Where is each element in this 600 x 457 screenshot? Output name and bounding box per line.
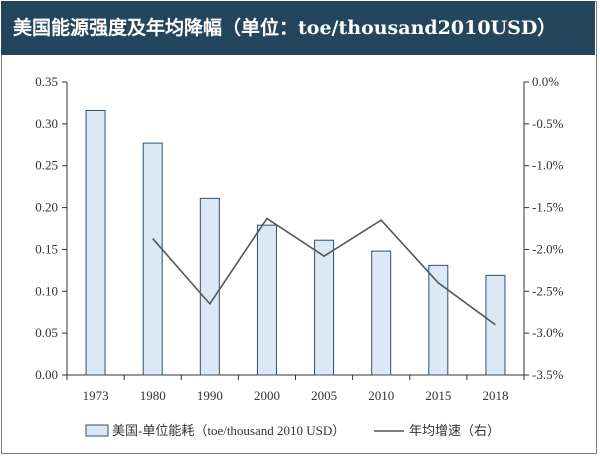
legend-bar-label: 美国-单位能耗（toe/thousand 2010 USD） xyxy=(112,423,345,438)
bar xyxy=(485,274,506,376)
x-tick-label: 2015 xyxy=(425,388,451,403)
bar xyxy=(314,239,335,376)
right-tick-label: -2.0% xyxy=(532,241,564,256)
left-tick-label: 0.20 xyxy=(35,200,58,215)
x-tick-label: 1980 xyxy=(140,388,166,403)
left-tick-label: 0.10 xyxy=(35,283,58,298)
x-tick-label: 2000 xyxy=(254,388,280,403)
bar xyxy=(199,197,220,376)
right-tick-label: -1.0% xyxy=(532,158,564,173)
x-tick-label: 2010 xyxy=(368,388,394,403)
right-tick-label: -2.5% xyxy=(532,283,564,298)
left-tick-label: 0.05 xyxy=(35,325,58,340)
line-series xyxy=(152,217,496,326)
x-tick-label: 1973 xyxy=(83,388,109,403)
right-tick-label: -3.0% xyxy=(532,325,564,340)
left-tick-label: 0.35 xyxy=(35,74,58,89)
growth-line xyxy=(152,217,496,326)
right-tick-label: -1.5% xyxy=(532,200,564,215)
bar xyxy=(85,109,106,376)
right-tick-label: 0.0% xyxy=(532,74,559,89)
right-tick-label: -0.5% xyxy=(532,116,564,131)
right-tick-label: -3.5% xyxy=(532,367,564,382)
chart-title: 美国能源强度及年均降幅（单位：toe/thousand2010USD） xyxy=(1,1,595,55)
left-tick-label: 0.15 xyxy=(35,241,58,256)
left-tick-label: 0.25 xyxy=(35,158,58,173)
bar-series xyxy=(85,109,506,376)
bar xyxy=(256,224,277,376)
left-tick-label: 0.00 xyxy=(35,367,58,382)
x-tick-label: 2005 xyxy=(311,388,337,403)
left-tick-label: 0.30 xyxy=(35,116,58,131)
bar xyxy=(371,250,392,376)
axes: 0.00 0.05 0.10 0.15 0.20 0.25 0.30 0.35 0.0% -0.5… xyxy=(35,74,563,403)
legend: 美国-单位能耗（toe/thousand 2010 USD） 年均增速（右） xyxy=(85,423,500,438)
bar xyxy=(142,142,163,376)
x-tick-label: 1990 xyxy=(197,388,223,403)
legend-bar-swatch xyxy=(85,424,109,437)
x-tick-label: 2018 xyxy=(482,388,508,403)
legend-line-label: 年均增速（右） xyxy=(409,423,500,438)
bar xyxy=(428,264,449,376)
